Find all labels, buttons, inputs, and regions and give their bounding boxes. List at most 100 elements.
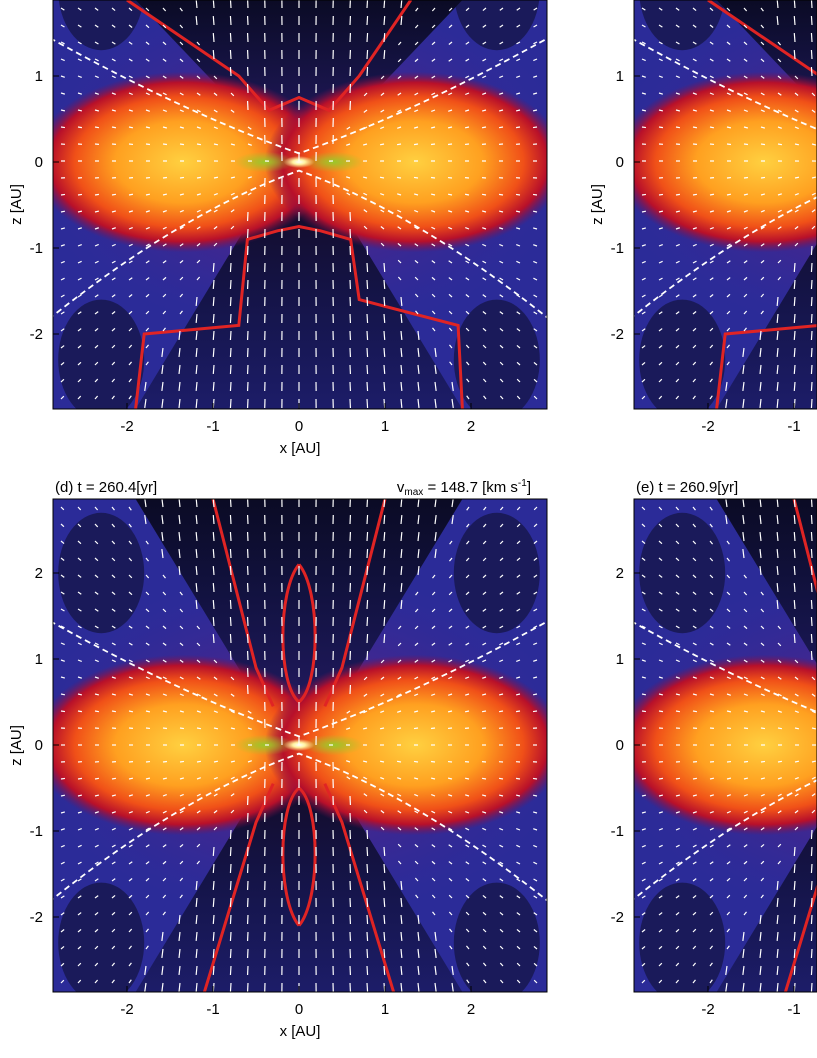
vector-arrow	[77, 126, 83, 129]
vector-arrow	[195, 982, 198, 992]
vector-arrow	[383, 633, 386, 644]
vector-arrow	[195, 364, 198, 375]
vector-arrow	[60, 811, 66, 814]
vector-arrow	[811, 693, 816, 697]
vector-arrow	[692, 928, 697, 933]
vector-arrow	[128, 226, 133, 230]
vector-arrow	[465, 557, 470, 562]
vector-arrow	[229, 279, 232, 290]
vector-arrow	[397, 659, 402, 664]
vector-arrow	[60, 929, 65, 933]
vector-arrow	[726, 293, 731, 298]
vector-arrow	[759, 931, 762, 942]
y-tick-label: 0	[616, 737, 624, 754]
vector-arrow	[212, 548, 215, 559]
y-tick-label: 1	[35, 68, 43, 85]
vector-arrow	[432, 327, 436, 332]
vector-arrow	[195, 965, 198, 976]
vector-arrow	[195, 514, 198, 525]
vector-arrow	[195, 948, 198, 959]
panel-title: (d) t = 260.4[yr]	[55, 479, 157, 496]
vector-arrow	[658, 41, 663, 45]
vector-arrow	[709, 395, 713, 400]
vector-arrow	[482, 895, 487, 899]
vector-arrow	[533, 244, 538, 247]
vector-arrow	[379, 176, 385, 179]
vector-arrow	[794, 176, 800, 179]
vector-arrow	[448, 844, 453, 848]
dark-patch	[453, 299, 540, 409]
vector-arrow	[516, 7, 521, 11]
vector-arrow	[94, 827, 99, 831]
vector-arrow	[709, 109, 715, 112]
vector-arrow	[658, 625, 663, 629]
vector-arrow	[162, 210, 167, 213]
disk-lobe-left	[634, 71, 817, 253]
vector-arrow	[447, 710, 453, 713]
vector-arrow	[692, 557, 697, 562]
vector-arrow	[434, 499, 437, 508]
dark-patch	[58, 299, 145, 409]
y-tick-label: -2	[611, 909, 624, 926]
vector-arrow	[145, 24, 150, 29]
vector-arrow	[77, 311, 82, 315]
vector-arrow	[213, 659, 218, 664]
vector-arrow	[692, 193, 698, 196]
vector-arrow	[414, 259, 419, 264]
vector-arrow	[533, 540, 538, 545]
vector-arrow	[641, 557, 646, 561]
vector-arrow	[760, 126, 766, 129]
vector-arrow	[777, 793, 782, 797]
vector-arrow	[111, 523, 116, 528]
vector-arrow	[431, 24, 436, 29]
vector-arrow	[760, 777, 766, 780]
vector-arrow	[366, 846, 369, 857]
vector-arrow	[111, 395, 115, 400]
vector-arrow	[793, 514, 796, 525]
vector-arrow	[413, 727, 419, 730]
vector-arrow	[499, 58, 504, 62]
vector-arrow	[195, 499, 198, 508]
dark-patch	[639, 0, 725, 51]
vector-arrow	[145, 608, 150, 613]
vector-arrow	[759, 514, 762, 525]
vector-arrow	[641, 311, 646, 315]
vector-arrow	[709, 361, 714, 366]
vector-arrow	[77, 828, 82, 831]
vector-arrow	[229, 880, 232, 891]
vector-arrow	[709, 344, 714, 349]
vector-arrow	[400, 531, 403, 542]
vector-arrow	[179, 659, 184, 663]
vector-arrow	[777, 727, 783, 730]
vector-arrow	[94, 844, 99, 848]
vector-arrow	[760, 7, 764, 12]
vector-arrow	[692, 109, 698, 112]
vector-arrow	[229, 846, 232, 857]
vector-arrow	[743, 126, 749, 129]
vector-arrow	[533, 378, 538, 383]
vector-arrow	[195, 880, 198, 891]
vector-arrow	[760, 877, 765, 882]
vector-arrow	[516, 294, 521, 298]
x-tick-label: -2	[120, 1001, 133, 1018]
vector-arrow	[230, 143, 236, 146]
vector-arrow	[417, 398, 420, 409]
vector-arrow	[692, 911, 697, 916]
vector-arrow	[94, 659, 99, 663]
vector-arrow	[162, 24, 167, 29]
vmax-annotation: vmax = 148.7 [km s-1]	[397, 478, 531, 498]
vector-arrow	[675, 659, 680, 663]
vector-arrow	[448, 260, 453, 264]
vector-arrow	[417, 499, 420, 508]
vector-arrow	[366, 49, 369, 60]
vector-arrow	[448, 794, 453, 797]
vector-arrow	[451, 982, 454, 992]
vector-arrow	[366, 633, 369, 644]
vector-arrow	[448, 226, 453, 230]
vector-arrow	[515, 109, 521, 112]
vector-arrow	[383, 863, 386, 874]
vector-arrow	[161, 948, 164, 959]
vector-arrow	[60, 979, 65, 984]
vector-arrow	[434, 531, 437, 542]
